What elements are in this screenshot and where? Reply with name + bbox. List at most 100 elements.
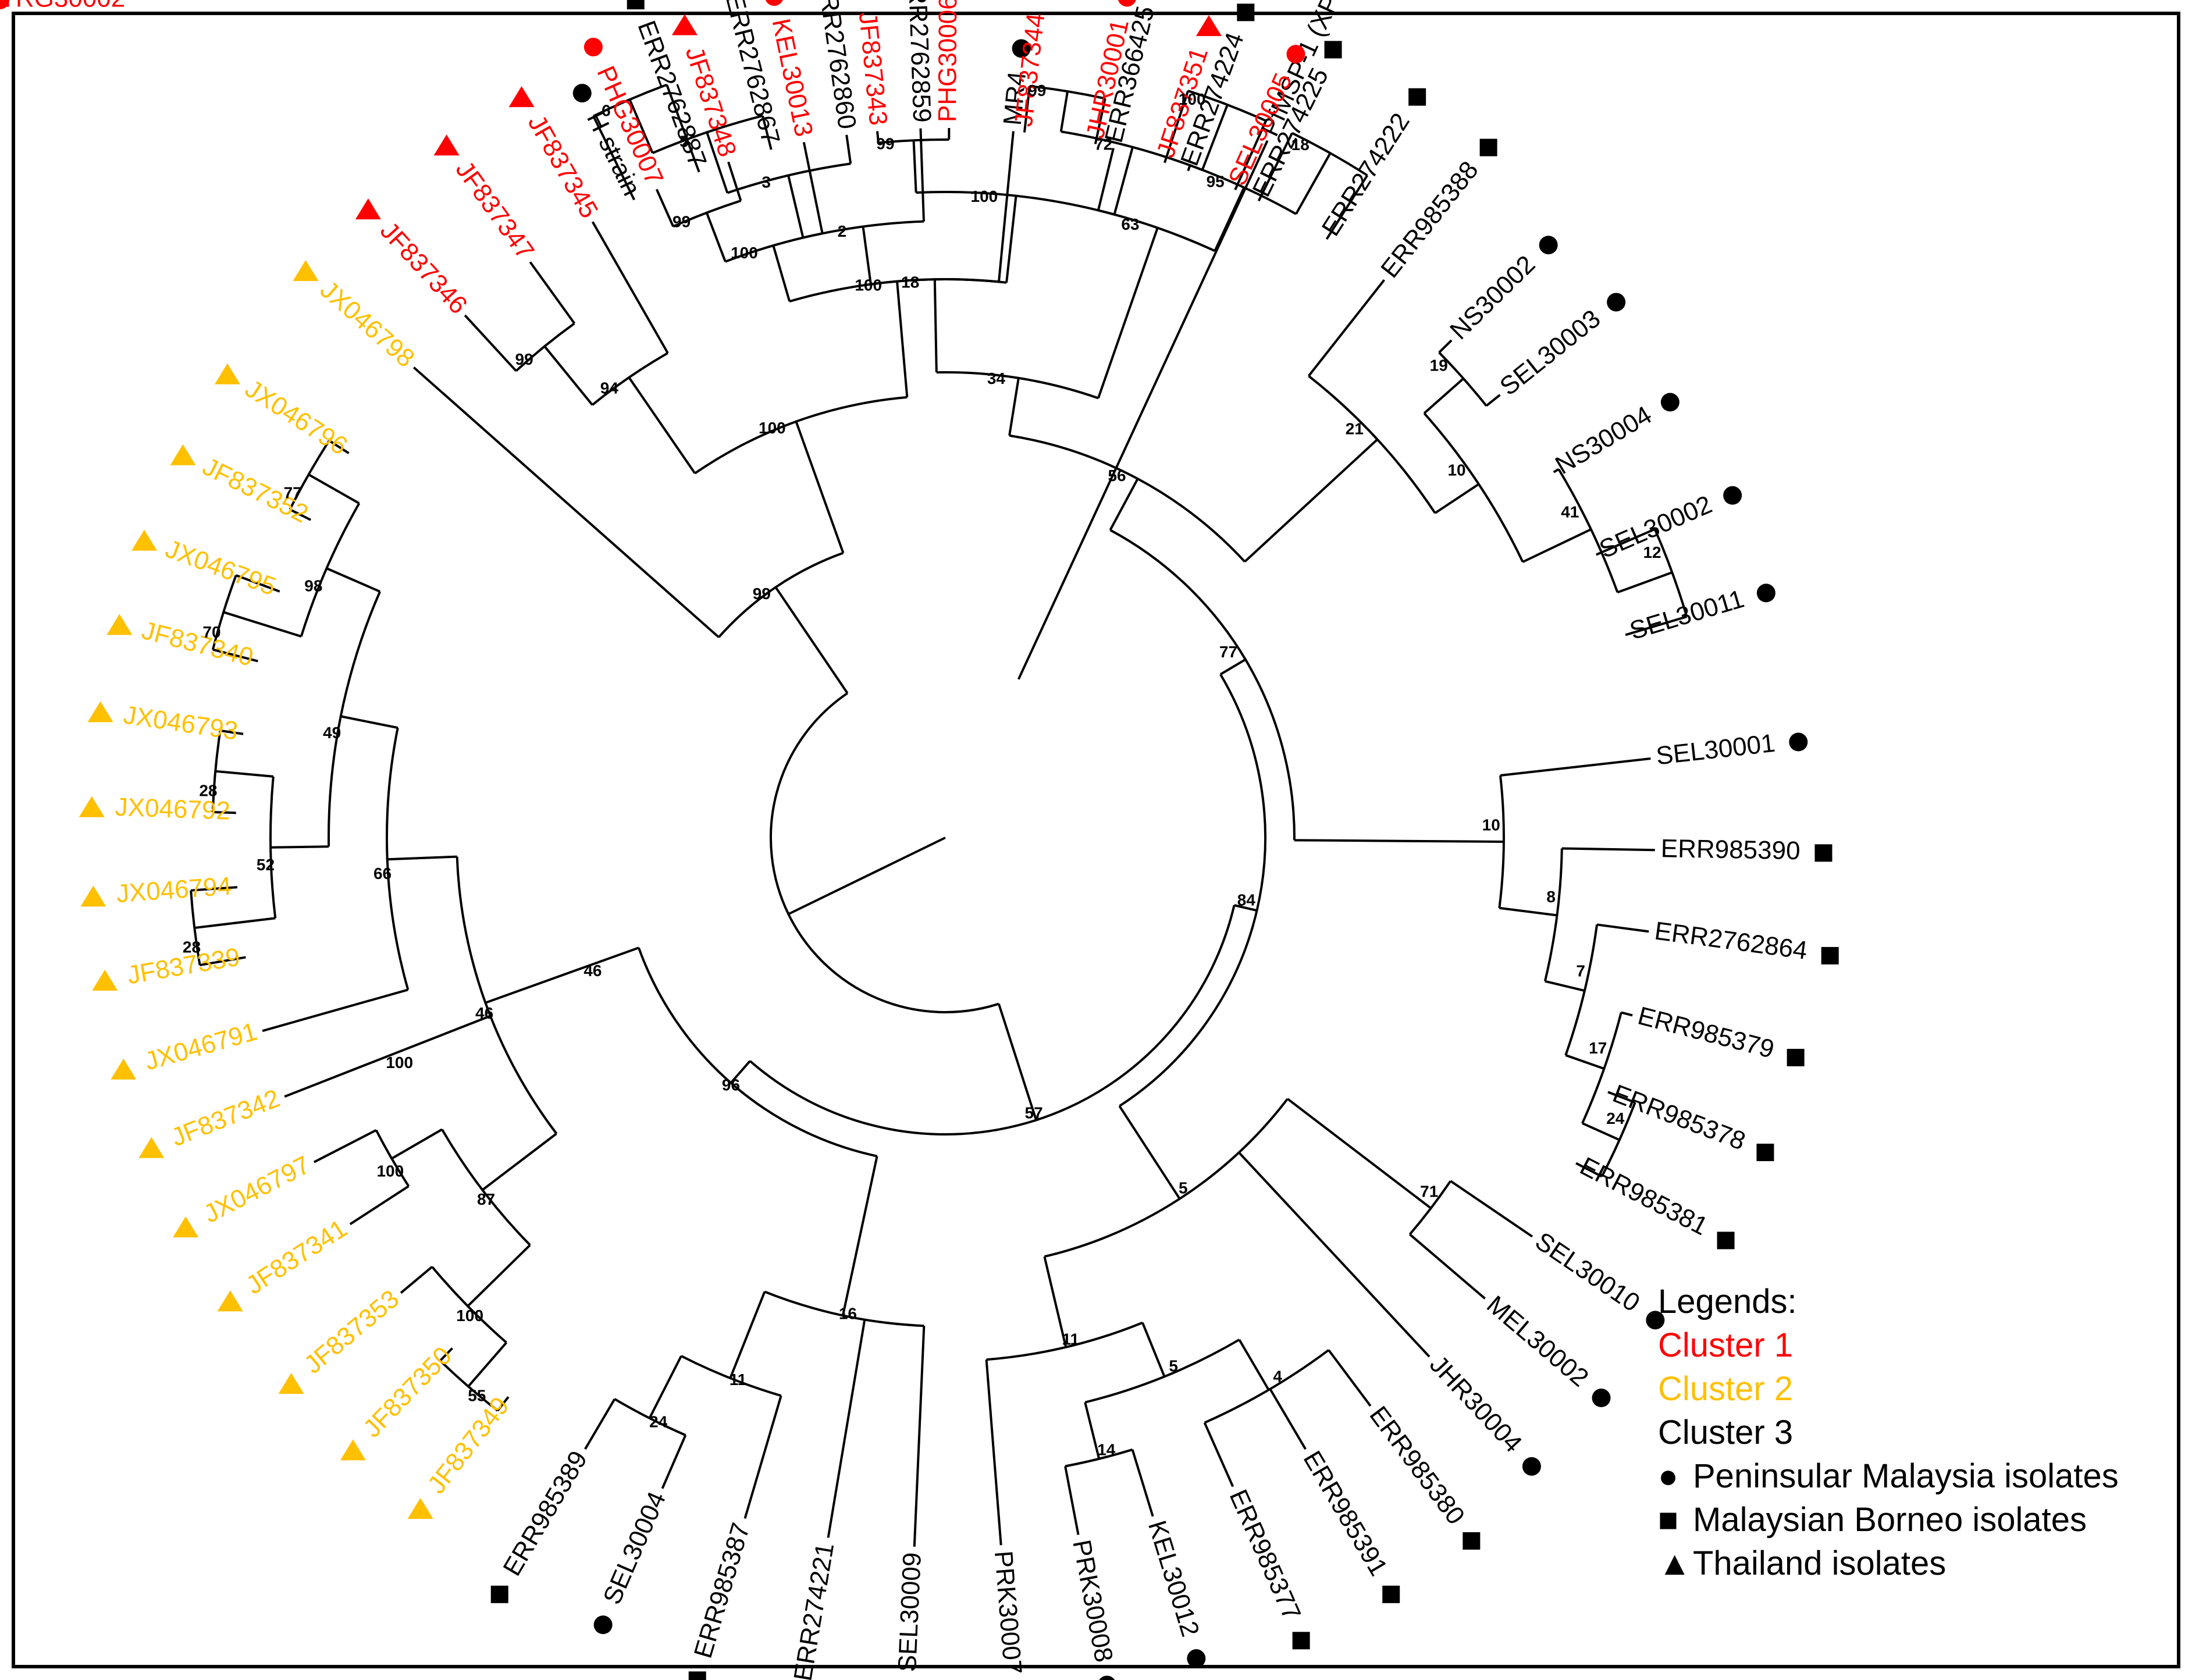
bootstrap-value: 6 (602, 102, 611, 120)
branch-segment (1238, 1339, 1270, 1391)
branch-segment (584, 1398, 616, 1450)
square-marker-icon (1408, 88, 1426, 106)
bootstrap-value: 87 (477, 1190, 495, 1208)
leaf-label: JX046792 (115, 793, 231, 825)
circle-marker-icon (572, 84, 592, 103)
bootstrap-value: 28 (183, 938, 201, 956)
branch-arc (1204, 1349, 1330, 1424)
branch-arc (1065, 1448, 1133, 1468)
branch-arc (1109, 529, 1296, 841)
branch-segment (774, 586, 849, 694)
leaf-label: ERR2762864 (1653, 917, 1809, 966)
branch-segment (730, 1060, 751, 1084)
leaf-label: MR4 (998, 70, 1032, 127)
leaf-label: SEL30010 (1530, 1227, 1645, 1318)
branch-arc (591, 352, 668, 406)
branch-arc (1291, 131, 1368, 177)
branch-segment (349, 1185, 410, 1226)
branch-segment (628, 99, 654, 154)
leaf-label: JF837344 (1009, 12, 1051, 128)
leaf-label: ERR985389 (497, 1446, 593, 1581)
branch-segment (236, 574, 280, 593)
triangle-marker-icon (293, 260, 319, 282)
bootstrap-value: 14 (1097, 1441, 1116, 1459)
branch-segment (1084, 1402, 1101, 1460)
branch-segment (543, 346, 593, 406)
leaf-label: SEL30003 (1494, 304, 1606, 401)
branch-arc (1029, 85, 1106, 100)
bootstrap-value: 100 (855, 276, 882, 294)
branch-segment (1005, 195, 1017, 283)
branch-segment (529, 261, 576, 325)
branch-segment (200, 956, 246, 967)
branch-segment (1244, 438, 1378, 563)
circle-marker-icon (1660, 393, 1679, 412)
branch-arc (764, 1290, 924, 1327)
leaf-label: PRK30007 (989, 1550, 1027, 1675)
bootstrap-value: 70 (202, 623, 220, 641)
bootstrap-value: 18 (1291, 136, 1309, 154)
legend-cluster-2: Cluster 2 (1658, 1370, 1794, 1408)
bootstrap-value: 7 (1576, 962, 1585, 980)
circle-marker-icon (593, 1615, 613, 1635)
branch-segment (1234, 904, 1258, 912)
circle-marker-icon (1522, 1457, 1541, 1476)
square-marker-icon (1717, 1231, 1735, 1250)
leaf-label: JF837341 (241, 1214, 352, 1300)
bootstrap-value: 10 (1482, 816, 1500, 834)
circle-marker-icon (1187, 1649, 1206, 1668)
leaf-label: ERR985387 (689, 1519, 756, 1661)
bootstrap-value: 28 (199, 782, 217, 800)
branch-segment (328, 439, 350, 454)
legend-thailand-label: Thailand isolates (1693, 1544, 1947, 1582)
branch-segment (212, 811, 236, 814)
bootstrap-value: 77 (1219, 643, 1237, 661)
bootstrap-value: 52 (257, 856, 275, 874)
triangle-marker-icon (106, 614, 133, 635)
branch-segment (648, 1355, 682, 1419)
branch-segment (1109, 478, 1139, 531)
branch-segment (655, 188, 675, 227)
circle-marker-icon (1539, 236, 1558, 255)
branch-segment (591, 221, 669, 354)
branch-segment (1064, 1466, 1080, 1535)
bootstrap-value: 17 (1589, 1039, 1607, 1057)
leaf-label: JX046793 (122, 700, 240, 745)
branch-segment (1201, 104, 1229, 170)
branch-arc (1498, 775, 1505, 909)
branch-segment (845, 134, 852, 164)
branch-segment (313, 1129, 377, 1163)
branch-segment (802, 142, 824, 234)
branch-segment (1097, 227, 1159, 399)
branch-segment (772, 245, 791, 302)
branch-arc (694, 396, 908, 475)
triangle-marker-icon (671, 14, 698, 35)
branch-segment (1287, 1098, 1432, 1209)
branch-segment (1438, 339, 1453, 354)
branch-segment (1118, 1105, 1181, 1200)
branch-arc (1187, 90, 1267, 122)
circle-marker-icon (1789, 732, 1808, 752)
branch-arc (1061, 130, 1203, 171)
triangle-marker-icon (340, 1439, 366, 1461)
branch-segment (1219, 658, 1246, 675)
circle-marker-icon (1012, 39, 1031, 58)
leaf-label: NS30004 (1550, 401, 1657, 480)
triangle-marker-icon (87, 701, 113, 722)
triangle-marker-icon (92, 969, 118, 991)
branch-segment (340, 715, 398, 729)
branch-arc (936, 371, 1099, 400)
bootstrap-value: 19 (1430, 357, 1448, 375)
square-marker-icon (627, 0, 645, 10)
branch-segment (271, 845, 329, 849)
square-marker-icon (1324, 41, 1342, 59)
branch-segment (220, 729, 244, 735)
branch-segment (913, 1326, 926, 1547)
triangle-marker-icon (80, 885, 106, 907)
leaf-label: ERR985381 (1575, 1152, 1713, 1241)
branch-segment (912, 140, 917, 193)
branch-arc (515, 322, 575, 372)
bootstrap-values: 6 5 3 2 18 18 95 63 34 19 12 41 10 21 56 24 17 7 8 10 77 71 4 1… (183, 81, 1661, 1459)
bootstrap-value: 55 (468, 1387, 486, 1405)
